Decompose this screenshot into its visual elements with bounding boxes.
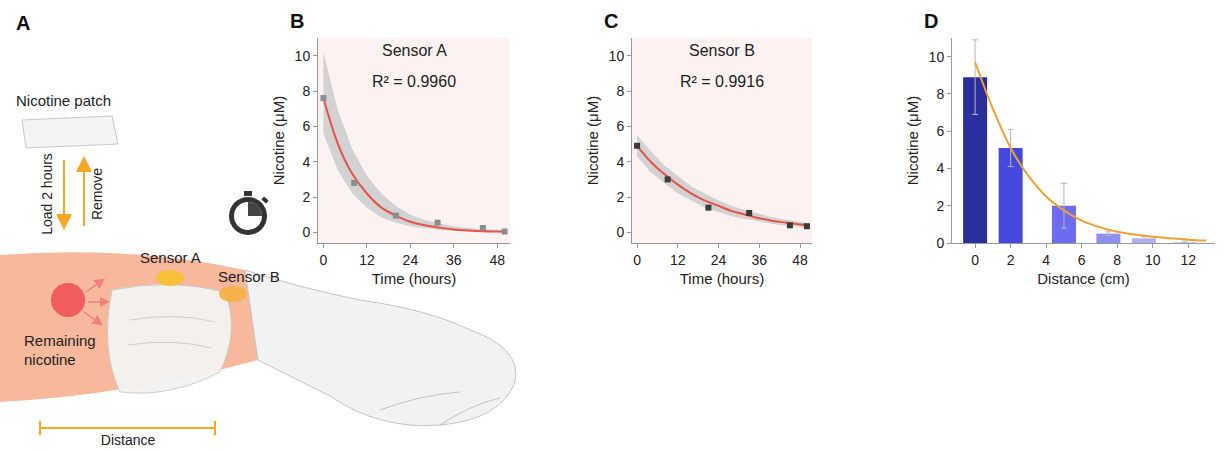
- svg-text:8: 8: [936, 86, 944, 102]
- svg-text:2: 2: [616, 189, 624, 205]
- svg-text:36: 36: [752, 252, 768, 268]
- svg-text:Load 2 hours: Load 2 hours: [39, 153, 55, 235]
- svg-text:48: 48: [792, 252, 808, 268]
- svg-text:2: 2: [1007, 252, 1015, 268]
- svg-text:A: A: [16, 12, 30, 34]
- svg-text:8: 8: [302, 83, 310, 99]
- svg-text:2: 2: [302, 189, 310, 205]
- svg-text:Time (hours): Time (hours): [680, 270, 764, 287]
- svg-text:6: 6: [302, 118, 310, 134]
- svg-text:0: 0: [971, 252, 979, 268]
- svg-text:24: 24: [711, 252, 727, 268]
- svg-text:12: 12: [670, 252, 686, 268]
- svg-text:Nicotine patch: Nicotine patch: [16, 92, 111, 109]
- svg-text:4: 4: [302, 154, 310, 170]
- svg-text:Distance: Distance: [101, 432, 156, 448]
- svg-text:R² = 0.9960: R² = 0.9960: [372, 73, 456, 90]
- svg-text:4: 4: [1042, 252, 1050, 268]
- svg-text:Nicotine (μM): Nicotine (μM): [904, 96, 921, 186]
- svg-text:Nicotine (μM): Nicotine (μM): [270, 96, 287, 186]
- svg-text:Nicotine (μM): Nicotine (μM): [584, 96, 601, 186]
- svg-text:Sensor A: Sensor A: [382, 42, 447, 59]
- svg-text:12: 12: [1181, 252, 1197, 268]
- svg-text:10: 10: [1145, 252, 1161, 268]
- svg-text:R² = 0.9916: R² = 0.9916: [680, 73, 764, 90]
- svg-text:Remove: Remove: [89, 168, 105, 220]
- svg-text:10: 10: [929, 49, 945, 65]
- svg-text:0: 0: [320, 252, 328, 268]
- svg-text:Remainingnicotine: Remainingnicotine: [24, 332, 96, 368]
- svg-text:36: 36: [446, 252, 462, 268]
- svg-text:0: 0: [616, 224, 624, 240]
- svg-text:Time (hours): Time (hours): [372, 270, 456, 287]
- svg-text:8: 8: [1113, 252, 1121, 268]
- svg-text:Distance (cm): Distance (cm): [1037, 270, 1130, 287]
- svg-text:8: 8: [616, 83, 624, 99]
- svg-text:D: D: [924, 10, 938, 32]
- svg-text:6: 6: [616, 118, 624, 134]
- svg-text:4: 4: [936, 160, 944, 176]
- svg-text:Sensor B: Sensor B: [689, 42, 755, 59]
- svg-text:B: B: [290, 10, 304, 32]
- svg-text:10: 10: [295, 48, 311, 64]
- svg-text:24: 24: [403, 252, 419, 268]
- svg-text:12: 12: [359, 252, 375, 268]
- svg-text:Sensor B: Sensor B: [218, 268, 280, 285]
- svg-text:C: C: [604, 10, 618, 32]
- svg-text:0: 0: [936, 235, 944, 251]
- svg-text:Sensor A: Sensor A: [140, 249, 201, 266]
- svg-text:0: 0: [302, 224, 310, 240]
- svg-text:6: 6: [1078, 252, 1086, 268]
- svg-text:6: 6: [936, 123, 944, 139]
- svg-text:2: 2: [936, 198, 944, 214]
- svg-text:10: 10: [609, 48, 625, 64]
- svg-text:48: 48: [490, 252, 506, 268]
- svg-text:4: 4: [616, 154, 624, 170]
- svg-text:0: 0: [633, 252, 641, 268]
